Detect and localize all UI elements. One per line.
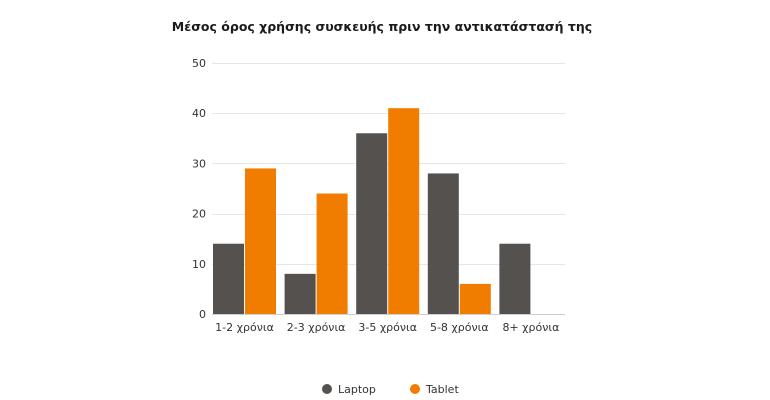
x-tick-label: 2-3 χρόνια — [287, 321, 346, 334]
bar-laptop — [499, 243, 531, 314]
legend-item-tablet[interactable]: Tablet — [410, 383, 459, 396]
y-tick-label: 50 — [192, 57, 206, 70]
x-tick-label: 8+ χρόνια — [502, 321, 559, 334]
bars — [213, 108, 531, 315]
legend-label: Tablet — [425, 383, 459, 396]
y-tick-label: 10 — [192, 258, 206, 271]
bar-laptop — [356, 133, 388, 314]
bar-tablet — [316, 193, 348, 314]
x-tick-label: 3-5 χρόνια — [358, 321, 417, 334]
y-axis-ticks: 0 10 20 30 40 50 — [192, 57, 206, 321]
bar-laptop — [213, 243, 244, 314]
legend-swatch — [322, 384, 332, 394]
bar-laptop — [427, 173, 459, 314]
y-tick-label: 30 — [192, 157, 206, 170]
chart-title: Μέσος όρος χρήσης συσκευής πριν την αντι… — [172, 19, 592, 34]
y-tick-label: 40 — [192, 107, 206, 120]
bar-tablet — [388, 108, 420, 315]
x-tick-label: 5-8 χρόνια — [430, 321, 489, 334]
bar-tablet — [245, 168, 276, 314]
y-tick-label: 0 — [199, 308, 206, 321]
bar-laptop — [284, 273, 316, 314]
legend-swatch — [410, 384, 420, 394]
legend-item-laptop[interactable]: Laptop — [322, 383, 376, 396]
x-tick-label: 1-2 χρόνια — [215, 321, 274, 334]
legend: Laptop Tablet — [322, 383, 459, 396]
legend-label: Laptop — [338, 383, 376, 396]
y-tick-label: 20 — [192, 208, 206, 221]
x-axis-labels: 1-2 χρόνια 2-3 χρόνια 3-5 χρόνια 5-8 χρόνια… — [215, 321, 559, 334]
bar-tablet — [459, 283, 491, 314]
